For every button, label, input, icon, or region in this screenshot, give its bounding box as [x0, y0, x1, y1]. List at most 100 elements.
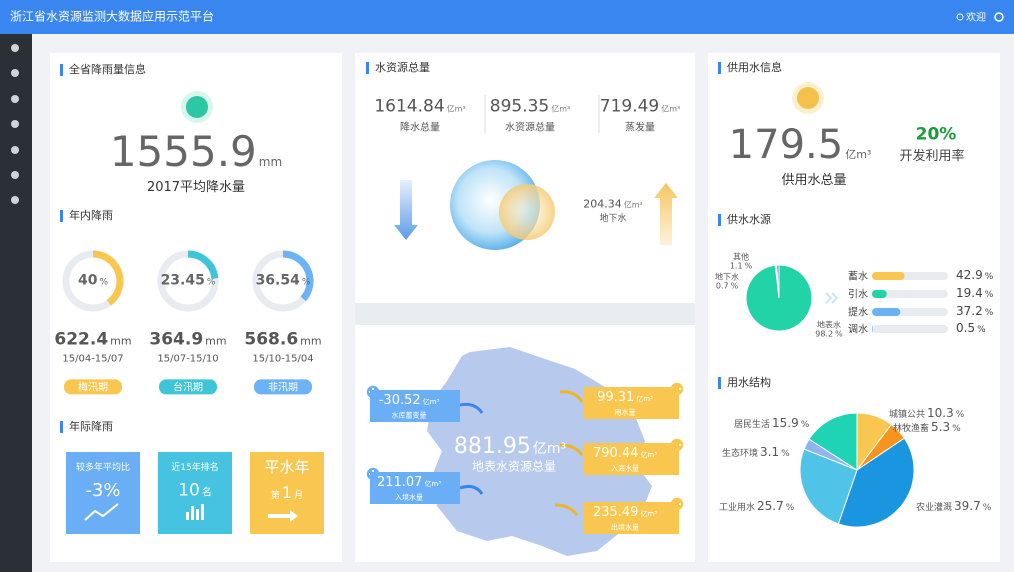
amount-part: mm [205, 334, 227, 348]
stat-value-part: 亿m³ [551, 104, 571, 114]
card-value-part: 第 [270, 491, 280, 502]
percent-part: 36.54 [255, 272, 300, 289]
flow-label: 用水量 [615, 404, 636, 417]
chevron [825, 292, 839, 304]
bar-name-part: 调水 [848, 324, 868, 336]
bars-icon [186, 504, 204, 520]
bar-name-part: 提水 [848, 307, 868, 319]
stat-value-part: 1614.84 [374, 96, 445, 117]
bar-value-part: % [977, 325, 986, 336]
flow-value: 211.07 亿m³ [377, 475, 442, 490]
amount-part: 622.4 [54, 329, 109, 350]
bar-value: 0.5% [956, 321, 986, 336]
section-title-part: 供用水信息 [727, 60, 782, 74]
arrow-icon [268, 510, 298, 522]
flow-label: 出境水量 [611, 519, 639, 532]
bar-name-part: 引水 [848, 289, 868, 301]
tag-part: 梅汛期 [78, 382, 108, 394]
card [66, 452, 140, 534]
card-label-part: 较多年平均比 [75, 463, 131, 474]
supply-total: 179.5 亿m³ [729, 123, 872, 167]
flow-value-part: 亿m³ [640, 450, 658, 459]
bar-name: 提水 [848, 305, 868, 318]
section-title: 年内降雨 [60, 209, 113, 223]
flow-label-part: 用水量 [614, 408, 636, 417]
pie-value-part: 0.7 [715, 281, 729, 291]
pie-label: 地下水 [715, 269, 739, 282]
stat-value-part: 895.35 [489, 96, 550, 117]
surface-label-part: 地表水资源总量 [471, 459, 557, 474]
pie-label-part: 10.3 [927, 406, 954, 421]
card-label: 较多年平均比 [76, 460, 130, 474]
amount-part: 568.6 [244, 329, 299, 350]
card [158, 452, 232, 534]
flow-arrows [459, 402, 484, 495]
flow-arrows [554, 390, 584, 516]
groundwater-part: 204.34 [583, 197, 622, 211]
surface-label: 地表水资源总量 [472, 460, 556, 473]
stat-value-part: 亿m³ [446, 104, 466, 114]
icon[interactable] [11, 44, 19, 52]
icon[interactable] [11, 120, 19, 128]
pie-value: 1.1% [730, 258, 752, 271]
card-value-part: 10 [178, 480, 200, 501]
section-title-part: 年际降雨 [69, 419, 113, 433]
bar-value: 37.2% [956, 304, 993, 319]
pie-label: 林牧渔畜 5.3% [893, 420, 961, 435]
pie-label: 生态环境 3.1% [722, 445, 790, 460]
card-label: 近15年排名 [171, 460, 218, 474]
bubble [499, 184, 555, 240]
percent: 40% [78, 273, 108, 288]
stat-value: 895.35 亿m³ [489, 96, 571, 117]
flow-value-part: 790.44 [592, 445, 639, 461]
settings-icon[interactable] [994, 12, 1004, 22]
stat-label-part: 蒸发量 [625, 122, 655, 134]
pie-slice [808, 412, 858, 471]
section-title: 供用水信息 [718, 60, 782, 75]
bar-name: 调水 [848, 322, 868, 335]
section-title-part: 全省降雨量信息 [69, 62, 146, 76]
card-value: -3% [85, 481, 120, 501]
percent: 23.45% [161, 273, 216, 288]
percent-part: 40 [77, 272, 98, 289]
icon[interactable] [11, 69, 19, 77]
pie-label-part: 39.7 [954, 499, 981, 514]
bar-name: 蓄水 [848, 269, 868, 282]
average-label: 2017平均降水量 [147, 180, 245, 195]
section-title-part: 供水水源 [727, 212, 771, 226]
utilization-label: 开发利用率 [899, 149, 964, 164]
section-title: 年际降雨 [60, 419, 113, 434]
supply-label-part: 供用水总量 [781, 172, 847, 188]
icon[interactable] [11, 171, 19, 179]
pie-value-part: 98.2 [815, 329, 834, 339]
user-icon[interactable] [956, 13, 964, 21]
flow-value: 235.49 亿m³ [593, 505, 657, 520]
pie-label-part: 城镇公共 [889, 410, 926, 421]
icon[interactable] [11, 95, 19, 103]
card-value-part: 名 [201, 487, 212, 499]
icon[interactable] [11, 196, 19, 204]
tag: 台汛期 [159, 379, 217, 395]
groundwater: 204.34 亿m³ [583, 197, 643, 210]
bar-value-part: 37.2 [956, 304, 983, 319]
card-label-part: 平水年 [264, 457, 310, 476]
dates-part: 15/10-15/04 [252, 353, 314, 365]
flow-value-part: 亿m³ [636, 394, 653, 403]
flow-label-part: 水库蓄变量 [391, 411, 427, 420]
pie-label: 其他 [733, 249, 749, 262]
pie-label: 城镇公共 10.3% [889, 406, 964, 421]
pie-label-part: 15.9 [772, 416, 799, 431]
user-part: 欢迎 [966, 12, 986, 24]
app-title-part: 浙江省水资源监测大数据应用示范平台 [10, 9, 215, 24]
pie-label-part: 25.7 [757, 499, 784, 514]
flow-value-part: 亿m³ [424, 479, 442, 488]
pie-value-part: 1.1 [729, 261, 743, 271]
tag-part: 非汛期 [268, 382, 298, 394]
pie-label-part: 地表水 [817, 320, 841, 330]
icon [186, 96, 208, 118]
bar-name: 引水 [848, 287, 868, 300]
icon[interactable] [11, 146, 19, 154]
pie-label-part: 地下水 [715, 272, 739, 282]
